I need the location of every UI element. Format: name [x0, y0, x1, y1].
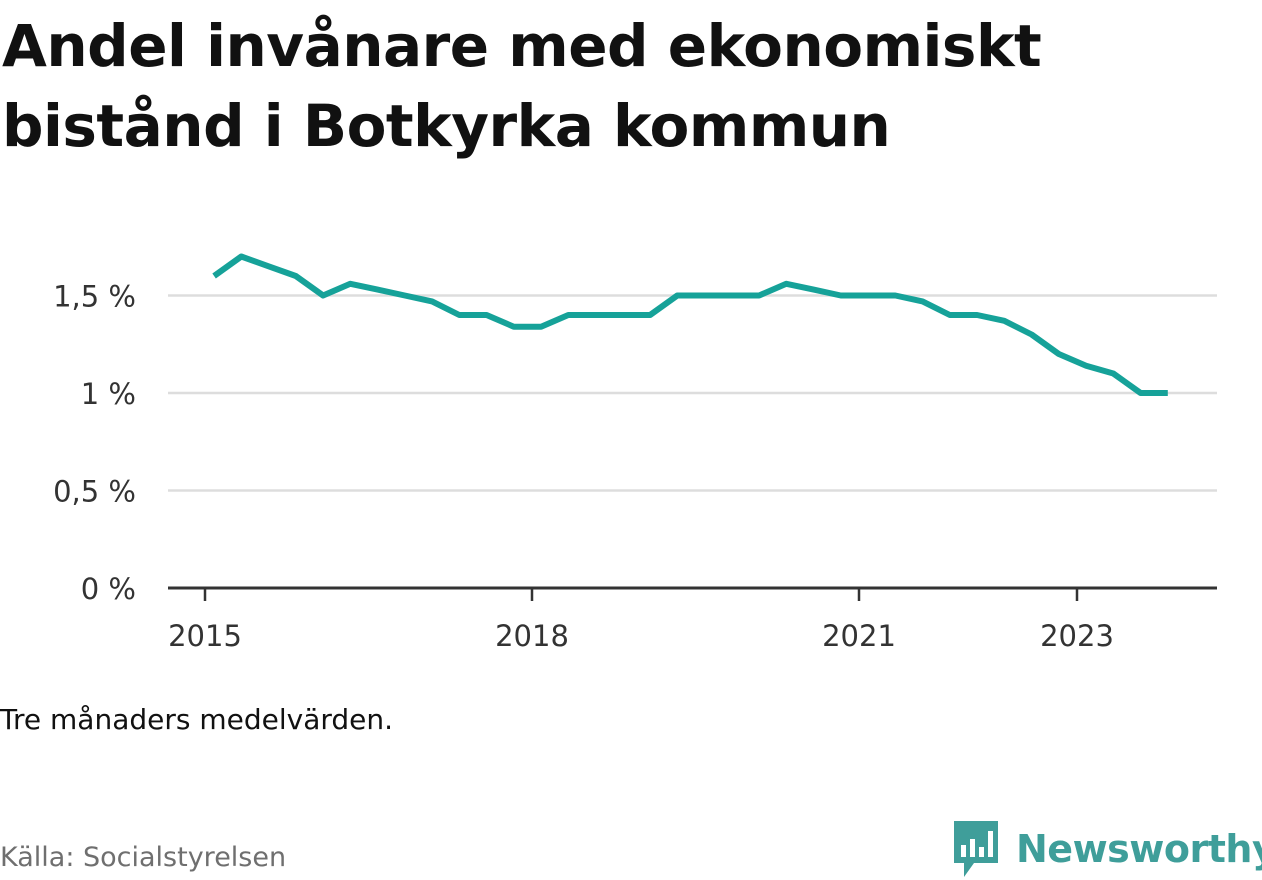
- series-line: [212, 253, 1168, 396]
- newsworthy-logo-icon: [954, 821, 998, 877]
- source-credit: Källa: Socialstyrelsen: [0, 842, 287, 873]
- y-axis-ticks: 0 % 0,5 % 1 % 1,5 %: [53, 280, 136, 607]
- x-axis: 2015 2018 2021 2023: [168, 586, 1217, 653]
- chart-title: Andel invånare med ekonomiskt bistånd i …: [2, 12, 1042, 160]
- y-tick-label: 1 %: [81, 377, 136, 411]
- x-tick-label: 2015: [168, 619, 242, 653]
- x-tick-label: 2023: [1040, 619, 1114, 653]
- brand-logo[interactable]: Newsworthy: [950, 818, 1262, 880]
- y-tick-label: 0,5 %: [53, 475, 136, 509]
- y-tick-label: 1,5 %: [53, 280, 136, 314]
- series-group: [212, 253, 1168, 396]
- brand-name: Newsworthy: [1016, 827, 1262, 871]
- chart-note: Tre månaders medelvärden.: [0, 703, 394, 736]
- y-tick-label: 0 %: [81, 572, 136, 606]
- x-tick-label: 2021: [822, 619, 896, 653]
- x-tick-label: 2018: [495, 619, 569, 653]
- gridlines: [168, 294, 1217, 492]
